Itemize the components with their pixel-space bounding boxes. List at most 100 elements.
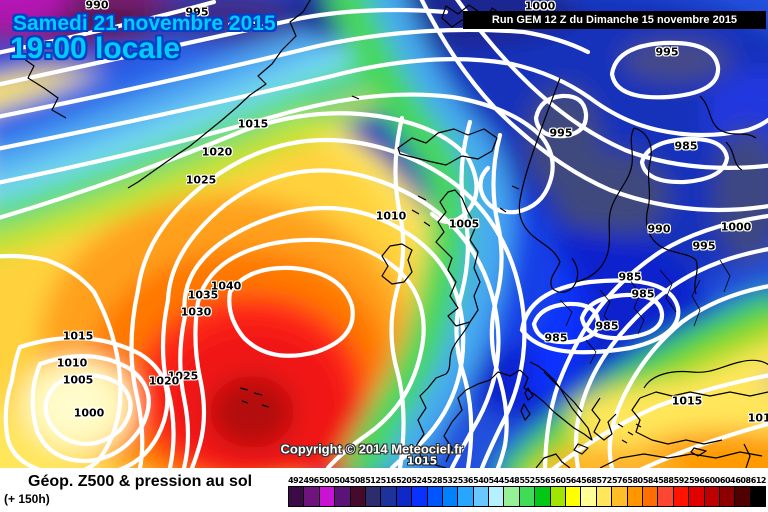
colorbar-value: 548	[504, 476, 520, 485]
field-blobs	[0, 0, 768, 468]
isobar-label: 985	[618, 270, 642, 284]
colorbar-value: 500	[318, 476, 335, 485]
colorbar-value: 508	[349, 476, 366, 485]
colorbar-swatch	[566, 487, 582, 506]
isobar-label: 985	[631, 287, 655, 301]
isobar-label: 995	[692, 239, 716, 253]
colorbar-swatch	[612, 487, 628, 506]
colorbar-value: 572	[596, 476, 613, 485]
isobar-label: 990	[647, 222, 671, 236]
colorbar-value: 496	[303, 476, 320, 485]
isobar-label: 1000	[524, 0, 556, 13]
colorbar-swatch	[350, 487, 366, 506]
colorbar-swatch	[658, 487, 674, 506]
colorbar-value: 544	[488, 476, 505, 485]
valid-time-text: 19:00 locale	[10, 32, 181, 65]
colorbar-swatch	[289, 487, 305, 506]
colorbar-value: 556	[534, 476, 551, 485]
legend-bar: Géop. Z500 & pression au sol (+ 150h) 49…	[0, 468, 768, 512]
map-title: Géop. Z500 & pression au sol	[28, 473, 253, 490]
colorbar-value: 536	[457, 476, 474, 485]
colorbar-swatch	[473, 487, 490, 506]
isobar-label: 995	[655, 45, 679, 59]
colorbar-value: 600	[704, 476, 721, 485]
colorbar-value: 560	[550, 476, 566, 485]
forecast-step: (+ 150h)	[4, 492, 50, 506]
isobar-label: 1000	[720, 220, 752, 234]
colorbar-swatch	[550, 487, 567, 506]
colorbar-swatch	[689, 487, 705, 506]
colorbar-value: 532	[442, 476, 458, 485]
colorbar-swatches	[288, 486, 766, 507]
colorbar-value: 580	[627, 476, 643, 485]
isobar-label: 1015	[237, 117, 269, 131]
isobar-label: 1015	[62, 329, 94, 343]
isobar-label: 1005	[62, 373, 94, 387]
isobar-label: 985	[544, 331, 568, 345]
isobar-label: 1000	[73, 406, 105, 420]
isobar-label: 1030	[180, 305, 212, 319]
colorbar-swatch	[412, 487, 428, 506]
colorbar-value: 504	[334, 476, 350, 485]
isobar-label: 1000	[227, 15, 259, 29]
isobar-label: 1020	[201, 145, 233, 159]
isobar-label: 1010	[375, 209, 407, 223]
isobar-label: 985	[674, 139, 698, 153]
isobar-label: 990	[85, 0, 109, 12]
colorbar-swatch	[519, 487, 536, 506]
colorbar-value: 604	[719, 476, 736, 485]
colorbar-value: 528	[426, 476, 443, 485]
isobar-label: 985	[595, 319, 619, 333]
colorbar-value: 492	[288, 476, 304, 485]
colorbar-swatch	[535, 487, 551, 506]
colorbar-swatch	[735, 487, 751, 506]
colorbar-swatch	[504, 487, 520, 506]
colorbar-value: 540	[473, 476, 489, 485]
colorbar-value: 568	[581, 476, 597, 485]
colorbar-swatch	[596, 487, 613, 506]
colorbar-value: 576	[611, 476, 628, 485]
colorbar-swatch	[396, 487, 413, 506]
isobar-label: 1035	[187, 288, 219, 302]
isobar-label: 995	[549, 126, 573, 140]
colorbar-swatch	[627, 487, 643, 506]
colorbar-swatch	[719, 487, 736, 506]
colorbar-value: 588	[658, 476, 674, 485]
colorbar-swatch	[381, 487, 397, 506]
colorbar-swatch	[673, 487, 690, 506]
colorbar-swatch	[458, 487, 474, 506]
colorbar-swatch	[319, 487, 336, 506]
isobar-label: 1020	[148, 374, 180, 388]
colorbar-value: 592	[673, 476, 690, 485]
z500-colorbar: 492 496 500 504 508 512 516 520 524 528 532 536 540 5…	[288, 476, 766, 507]
isobar-label: 1015	[747, 411, 768, 425]
isobar-contours	[0, 0, 768, 468]
colorbar-value: 596	[689, 476, 705, 485]
valid-date-text: Samedi 21 novembre 2015	[13, 12, 276, 35]
coastlines	[19, 0, 768, 468]
colorbar-swatch	[489, 487, 505, 506]
colorbar-value: 564	[565, 476, 582, 485]
isobar-label: 1010	[56, 356, 88, 370]
colorbar-value: 520	[396, 476, 412, 485]
colorbar-swatch	[642, 487, 659, 506]
model-run-info: Run GEM 12 Z du Dimanche 15 novembre 201…	[463, 11, 766, 29]
colorbar-swatch	[442, 487, 459, 506]
copyright-text: Copyright © 2014 Meteociel.fr	[280, 441, 464, 457]
isobar-label: 1025	[185, 173, 217, 187]
colorbar-swatch	[335, 487, 351, 506]
colorbar-swatch	[750, 487, 766, 506]
colorbar-value: 552	[519, 476, 535, 485]
colorbar-swatch	[365, 487, 382, 506]
isobar-label: 1005	[448, 217, 480, 231]
colorbar-value: 512	[365, 476, 381, 485]
colorbar-value: 524	[411, 476, 427, 485]
isobar-label: 1015	[406, 454, 438, 468]
map-canvas	[0, 0, 768, 468]
colorbar-value: 584	[642, 476, 659, 485]
colorbar-swatch	[581, 487, 597, 506]
colorbar-value: 608	[735, 476, 751, 485]
isobar-label: 1040	[210, 279, 242, 293]
isobar-label: 995	[185, 5, 209, 19]
